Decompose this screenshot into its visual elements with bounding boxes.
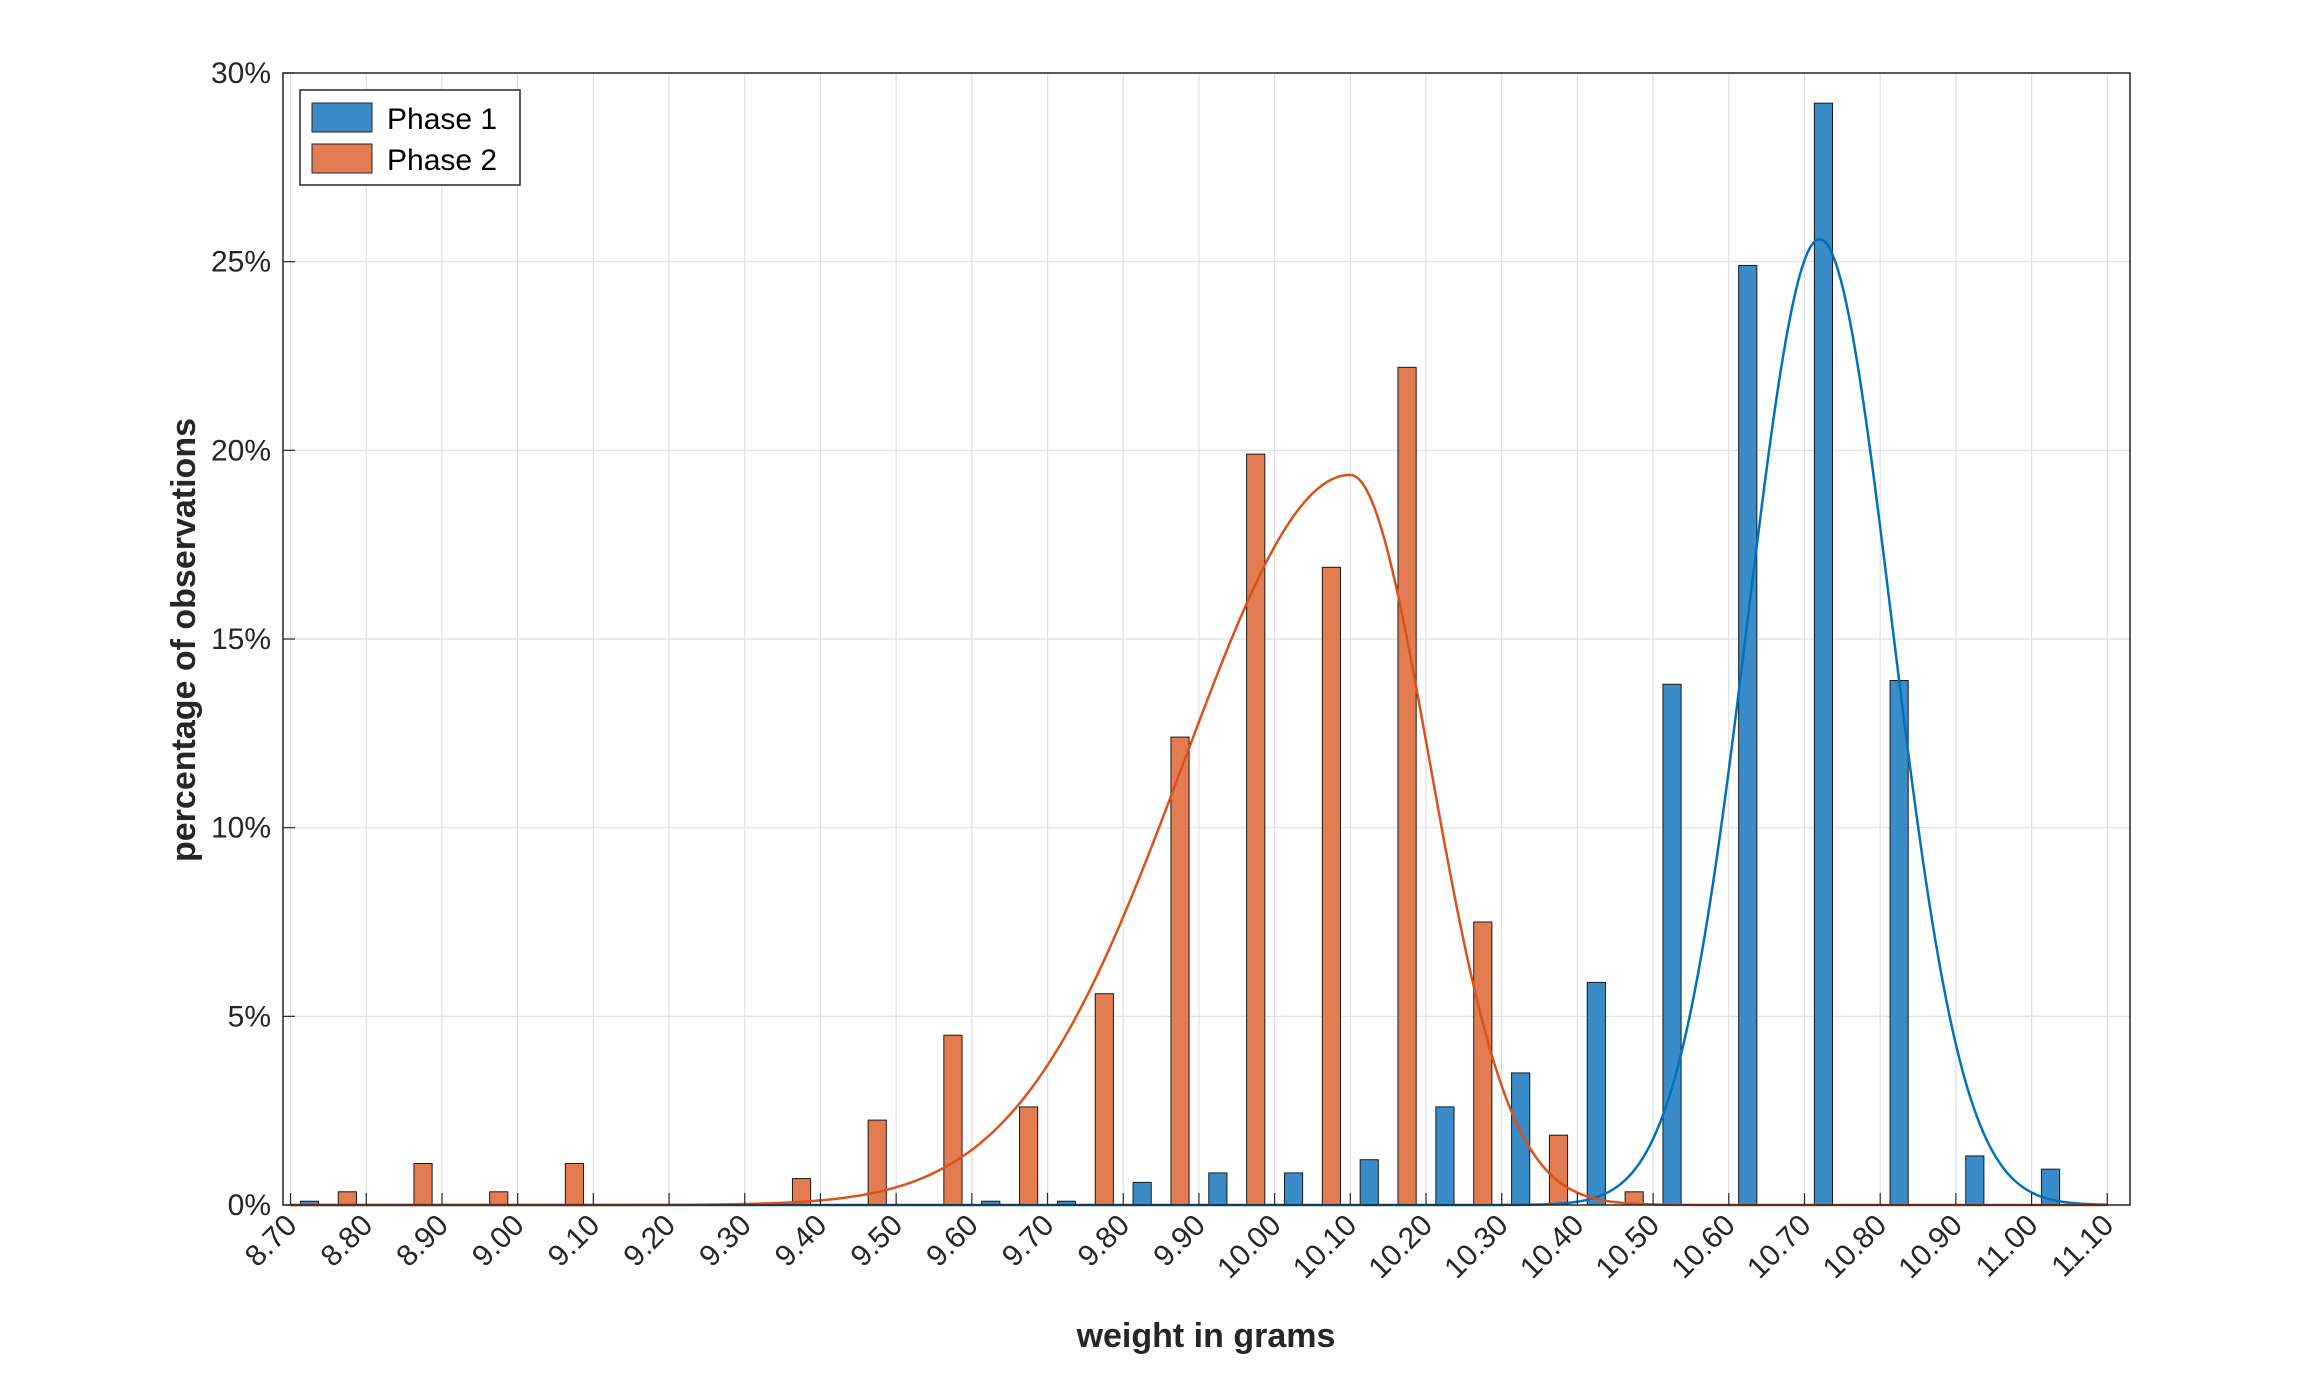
y-tick-label: 15%	[211, 623, 271, 656]
x-tick-label: 9.10	[542, 1209, 607, 1274]
x-tick-label: 10.20	[1363, 1209, 1439, 1285]
x-tick-label: 9.60	[920, 1209, 985, 1274]
x-tick-label: 9.80	[1072, 1209, 1137, 1274]
grid-lines	[283, 73, 2130, 1205]
bar-phase-1	[1889, 680, 1909, 1206]
bar-phase-2	[1170, 736, 1190, 1206]
bar-phase-1	[1738, 264, 1758, 1206]
x-tick-label: 9.20	[617, 1209, 682, 1274]
x-tick-label: 9.50	[844, 1209, 909, 1274]
legend-label-phase-2: Phase 2	[387, 144, 497, 177]
bar-phase-2	[1019, 1106, 1039, 1206]
y-tick-label: 10%	[211, 812, 271, 845]
bar-phase-1	[1662, 683, 1682, 1206]
bar-phase-1	[1511, 1072, 1531, 1206]
x-tick-label: 10.70	[1741, 1209, 1817, 1285]
x-tick-label: 9.30	[693, 1209, 758, 1274]
x-tick-label: 9.90	[1147, 1209, 1212, 1274]
bar-phase-2	[943, 1034, 963, 1206]
bar-phase-2	[564, 1162, 585, 1206]
bar-phase-1	[1586, 981, 1606, 1206]
bar-phase-2	[1321, 566, 1341, 1206]
bar-phase-1	[1208, 1172, 1228, 1206]
x-axis-ticks: 8.70 8.80 8.90 9.00 9.10 9.20 9.30 9.40 9.50 9.60…	[239, 1193, 2120, 1285]
legend-label-phase-1: Phase 1	[387, 103, 497, 136]
y-tick-label: 20%	[211, 434, 271, 467]
x-axis-title: weight in grams	[1076, 1317, 1336, 1355]
bar-phase-2	[413, 1162, 433, 1206]
bar-phase-2	[489, 1191, 509, 1206]
bar-phase-1	[1965, 1155, 1985, 1206]
bars	[299, 102, 2061, 1206]
y-tick-label: 25%	[211, 246, 271, 279]
bar-phase-2	[1473, 921, 1493, 1206]
x-tick-label: 10.10	[1287, 1209, 1363, 1285]
x-tick-label: 8.90	[390, 1209, 455, 1274]
bar-phase-1	[1132, 1181, 1152, 1206]
x-tick-label: 9.70	[996, 1209, 1061, 1274]
bar-phase-2	[1094, 993, 1114, 1206]
x-tick-label: 10.40	[1514, 1209, 1590, 1285]
bar-phase-2	[1397, 366, 1417, 1206]
y-axis-ticks: 0% 5% 10% 15% 20% 25% 30%	[211, 57, 295, 1222]
legend: Phase 1 Phase 2	[299, 89, 521, 186]
bar-phase-2	[1548, 1134, 1569, 1206]
y-tick-label: 5%	[228, 1000, 271, 1033]
bar-phase-1	[1283, 1172, 1304, 1206]
y-tick-label: 0%	[228, 1189, 271, 1222]
x-tick-label: 10.60	[1665, 1209, 1741, 1285]
legend-swatch-phase-1	[311, 102, 373, 133]
x-tick-label: 10.50	[1590, 1209, 1666, 1285]
y-tick-label: 30%	[211, 57, 271, 90]
legend-swatch-phase-2	[311, 143, 373, 174]
x-tick-label: 11.10	[2045, 1209, 2120, 1284]
bar-phase-2	[1246, 453, 1266, 1206]
x-tick-label: 8.80	[315, 1209, 380, 1274]
bar-phase-1	[1813, 102, 1834, 1206]
x-tick-label: 10.80	[1817, 1209, 1893, 1285]
x-tick-label: 9.40	[769, 1209, 834, 1274]
x-tick-label: 10.90	[1892, 1209, 1968, 1285]
y-axis-title: percentage of observations	[165, 418, 203, 862]
bar-phase-1	[1359, 1159, 1379, 1206]
x-tick-label: 9.00	[466, 1209, 531, 1274]
bar-phase-2	[337, 1191, 357, 1206]
x-tick-label: 11.00	[1970, 1209, 2045, 1284]
x-tick-label: 10.30	[1438, 1209, 1514, 1285]
bar-phase-1	[1435, 1106, 1455, 1206]
x-tick-label: 10.00	[1211, 1209, 1287, 1285]
